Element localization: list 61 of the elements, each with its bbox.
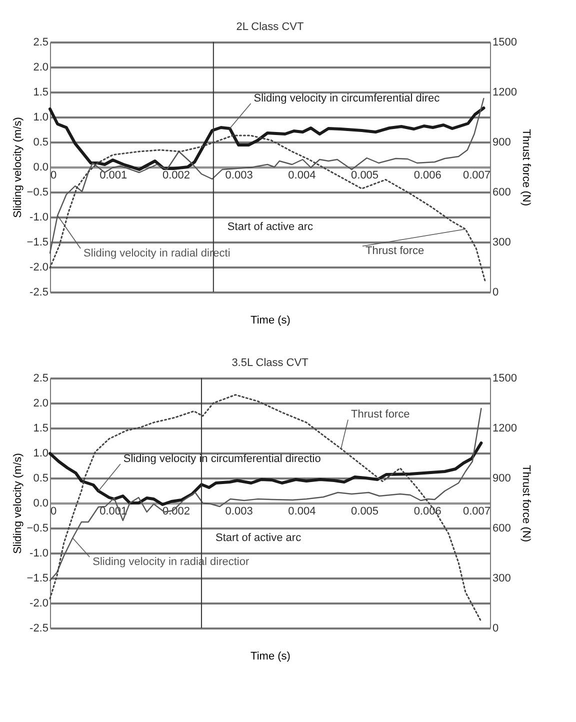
- y-tick-label: 2.5: [33, 36, 48, 48]
- y2-tick-label: 1200: [492, 422, 517, 434]
- x-tick-label: 0.003: [225, 506, 253, 518]
- chart-title: 2L Class CVT: [236, 21, 304, 33]
- x-tick-label: 0.006: [414, 170, 442, 182]
- y2-tick-label: 300: [492, 236, 511, 248]
- y2-tick-label: 600: [492, 186, 511, 198]
- x-tick-label: 0: [50, 506, 57, 518]
- y-tick-label: -2.0: [30, 262, 48, 274]
- y-tick-label: -2.0: [30, 598, 48, 610]
- y-axis-title: Sliding velocity (m/s): [12, 117, 24, 218]
- y-tick-label: −1.5: [26, 236, 48, 248]
- y2-tick-label: 0: [492, 622, 499, 634]
- y-tick-label: -2.5: [30, 622, 48, 634]
- y-tick-label: 0.5: [33, 136, 48, 148]
- y2-axis-title: Thrust force (N): [520, 464, 532, 542]
- x-tick-label: 0.006: [414, 506, 442, 518]
- y2-tick-label: 600: [492, 522, 511, 534]
- x-tick-label: 0: [50, 170, 57, 182]
- y-tick-label: 2.0: [33, 62, 48, 74]
- text: Thrust force: [365, 245, 424, 258]
- y2-tick-label: 900: [492, 472, 511, 484]
- x-axis-title: Time (s): [250, 314, 290, 326]
- y-tick-label: 1.5: [33, 86, 48, 98]
- y2-axis-title: Thrust force (N): [520, 128, 532, 206]
- y-tick-label: 0.0: [33, 498, 48, 510]
- x-tick-label: 0.004: [288, 170, 316, 182]
- y2-tick-label: 300: [492, 572, 511, 584]
- y-tick-label: 0.0: [33, 162, 48, 174]
- x-tick-label: 0.004: [288, 506, 316, 518]
- x-tick-label: 0.001: [100, 170, 128, 182]
- y-tick-label: -1.0: [30, 212, 48, 224]
- x-tick-label: 0.005: [351, 170, 379, 182]
- y2-tick-label: 900: [492, 136, 511, 148]
- y-axis-title: Sliding velocity (m/s): [12, 453, 24, 554]
- chart-title: 3.5L Class CVT: [232, 357, 309, 369]
- y2-tick-label: 1200: [492, 86, 517, 98]
- y-tick-label: 1.5: [33, 422, 48, 434]
- y-tick-label: −0.5: [26, 186, 48, 198]
- x-tick-label: 0.005: [351, 506, 379, 518]
- y2-tick-label: 1500: [492, 372, 517, 384]
- y-tick-label: 2.5: [33, 372, 48, 384]
- x-tick-label: 0.002: [162, 170, 190, 182]
- y2-tick-label: 0: [492, 286, 499, 298]
- y-tick-label: -1.0: [30, 548, 48, 560]
- y-tick-label: −0.5: [26, 522, 48, 534]
- x-tick-label: 0.007: [462, 506, 490, 518]
- text: Thrust force: [351, 408, 410, 421]
- y-tick-label: −1.5: [26, 572, 48, 584]
- x-axis-title: Time (s): [250, 650, 290, 662]
- y-tick-label: 0.5: [33, 472, 48, 484]
- y-tick-label: 2.0: [33, 398, 48, 410]
- series-label: Sliding velocity in circumferential direc: [254, 92, 440, 104]
- y-tick-label: -2.5: [30, 286, 48, 298]
- x-tick-label: 0.003: [225, 170, 253, 182]
- x-tick-label: 0.007: [462, 170, 490, 182]
- y-tick-label: 1.0: [33, 112, 48, 124]
- y2-tick-label: 1500: [492, 36, 517, 48]
- ref-line-label: Start of active arc: [215, 532, 302, 544]
- y-tick-label: 1.0: [33, 448, 48, 460]
- ref-line-label: Start of active arc: [227, 221, 314, 233]
